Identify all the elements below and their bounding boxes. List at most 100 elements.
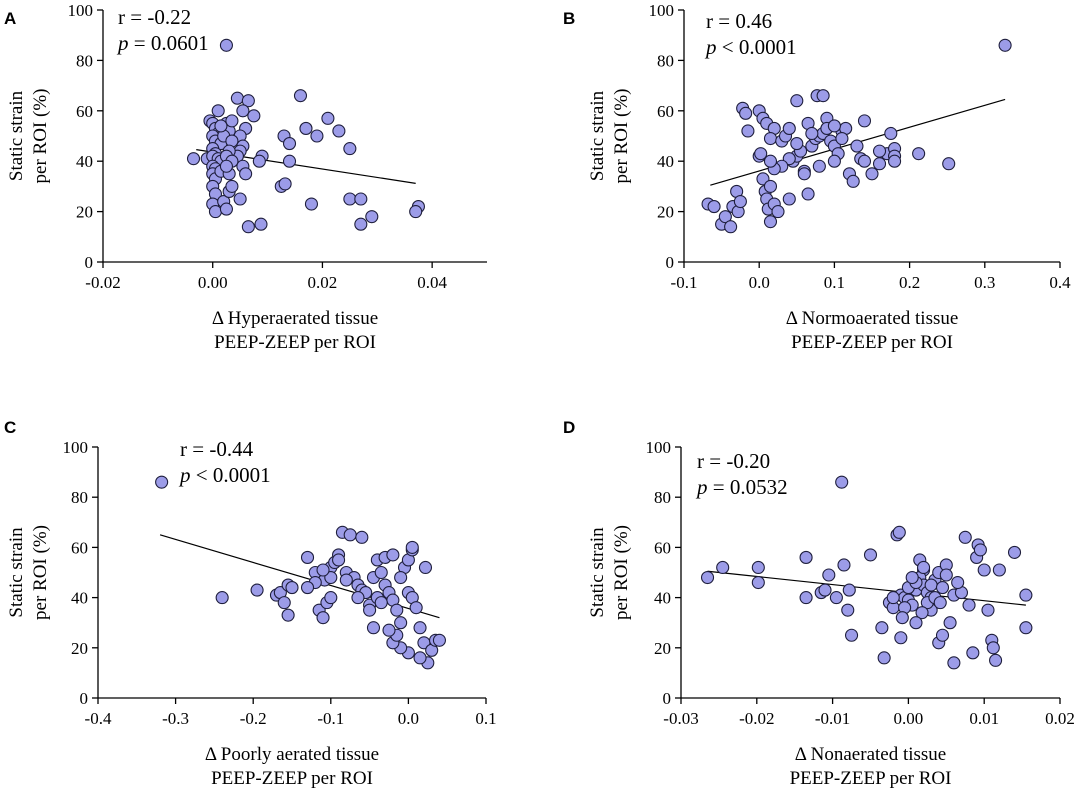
data-point <box>707 200 721 214</box>
data-point <box>282 154 297 168</box>
data-point <box>951 575 965 590</box>
data-point <box>299 121 313 135</box>
y-tick-label: 20 <box>657 203 674 222</box>
data-point <box>799 550 813 564</box>
data-point <box>763 179 778 193</box>
data-point <box>850 139 864 153</box>
data-point <box>799 591 813 605</box>
p-value: p < 0.0001 <box>704 35 797 59</box>
data-point <box>892 525 906 539</box>
data-point <box>771 205 785 219</box>
data-point <box>409 205 423 219</box>
data-point <box>763 215 778 229</box>
r-value: r = -0.22 <box>118 5 191 29</box>
data-point <box>343 192 357 206</box>
data-point <box>186 152 201 166</box>
data-point <box>754 147 768 161</box>
x-tick-label: 0.0 <box>749 273 770 292</box>
data-point <box>924 578 938 592</box>
x-tick-label: -0.02 <box>85 273 120 292</box>
x-tick-label: 0.3 <box>974 273 995 292</box>
data-point <box>241 94 255 108</box>
y-tick-label: 100 <box>649 1 675 20</box>
data-point <box>219 202 233 216</box>
y-tick-label: 100 <box>63 438 89 457</box>
data-point <box>905 570 919 585</box>
data-point <box>718 210 732 224</box>
x-tick-label: -0.01 <box>815 709 850 728</box>
panel-a: A 0 20 40 60 80 100 -0.02 0.00 0.02 0.04 Δ Hyperaer… <box>4 1 487 353</box>
y-tick-label: 0 <box>85 253 94 272</box>
y-axis-label-line2: per ROI (%) <box>30 89 51 184</box>
data-point <box>332 124 346 138</box>
data-point <box>281 608 295 622</box>
panel-c: C 0 20 40 60 80 100 -0.4 -0.3 -0.2 -0.1 0.0 0.1 Δ Poo… <box>4 418 497 789</box>
data-point <box>835 131 849 146</box>
y-tick-label: 80 <box>76 51 93 70</box>
data-point <box>324 591 338 605</box>
data-point <box>935 628 950 642</box>
data-point <box>939 568 953 582</box>
x-tick-label: 0.1 <box>824 273 845 292</box>
y-tick-label: 100 <box>68 1 94 20</box>
data-point <box>413 621 427 635</box>
panel-letter: D <box>563 418 575 437</box>
data-point <box>285 581 299 595</box>
y-axis-label: Static strain <box>587 527 608 618</box>
data-point <box>933 596 947 610</box>
data-point <box>857 114 872 128</box>
data-point <box>917 560 931 575</box>
y-tick-label: 60 <box>654 538 671 557</box>
y-axis-label-line2: per ROI (%) <box>611 89 632 184</box>
x-tick-label: 0.0 <box>398 709 419 728</box>
data-point <box>943 616 957 630</box>
data-point <box>822 568 836 582</box>
data-point <box>382 623 396 637</box>
data-point <box>741 124 755 138</box>
y-tick-label: 80 <box>657 51 674 70</box>
data-point <box>724 220 738 234</box>
data-point <box>354 217 368 231</box>
data-point <box>405 540 419 554</box>
data-point <box>962 598 976 612</box>
p-symbol: p <box>178 463 191 487</box>
y-tick-label: 80 <box>654 488 671 507</box>
x-axis-label: Δ Poorly aerated tissue <box>205 744 379 765</box>
data-point <box>801 187 815 201</box>
data-point <box>865 167 879 181</box>
data-point <box>339 573 353 587</box>
data-point <box>805 126 819 141</box>
data-point <box>316 563 330 577</box>
data-point <box>992 563 1006 577</box>
y-tick-label: 40 <box>76 152 93 171</box>
data-point <box>394 616 408 630</box>
x-axis-label-line2: PEEP-ZEEP per ROI <box>790 768 952 789</box>
y-tick-label: 60 <box>71 538 88 557</box>
data-point <box>293 89 308 103</box>
data-point <box>241 220 255 234</box>
panel-d: D 0 20 40 60 80 100 -0.03 -0.02 -0.01 0.00 0.01 0.02… <box>563 418 1075 789</box>
y-tick-label: 80 <box>71 488 88 507</box>
data-point <box>751 560 765 575</box>
data-point <box>239 167 253 181</box>
data-point <box>343 142 357 156</box>
x-axis-label: Δ Nonaerated tissue <box>795 744 947 765</box>
data-point <box>390 603 404 617</box>
data-point <box>1019 621 1033 635</box>
data-point <box>782 121 796 135</box>
data-point <box>219 38 233 52</box>
r-value: r = 0.46 <box>706 9 772 33</box>
data-point <box>816 89 830 103</box>
data-point <box>763 154 778 168</box>
x-tick-label: -0.02 <box>739 709 774 728</box>
y-tick-label: 60 <box>657 102 674 121</box>
data-point <box>409 601 423 615</box>
x-tick-label: 0.02 <box>308 273 338 292</box>
data-point <box>981 603 995 617</box>
data-point <box>877 651 891 665</box>
panel-letter: C <box>4 418 16 437</box>
y-tick-label: 40 <box>71 589 88 608</box>
data-point <box>316 611 330 625</box>
data-point <box>233 192 247 206</box>
